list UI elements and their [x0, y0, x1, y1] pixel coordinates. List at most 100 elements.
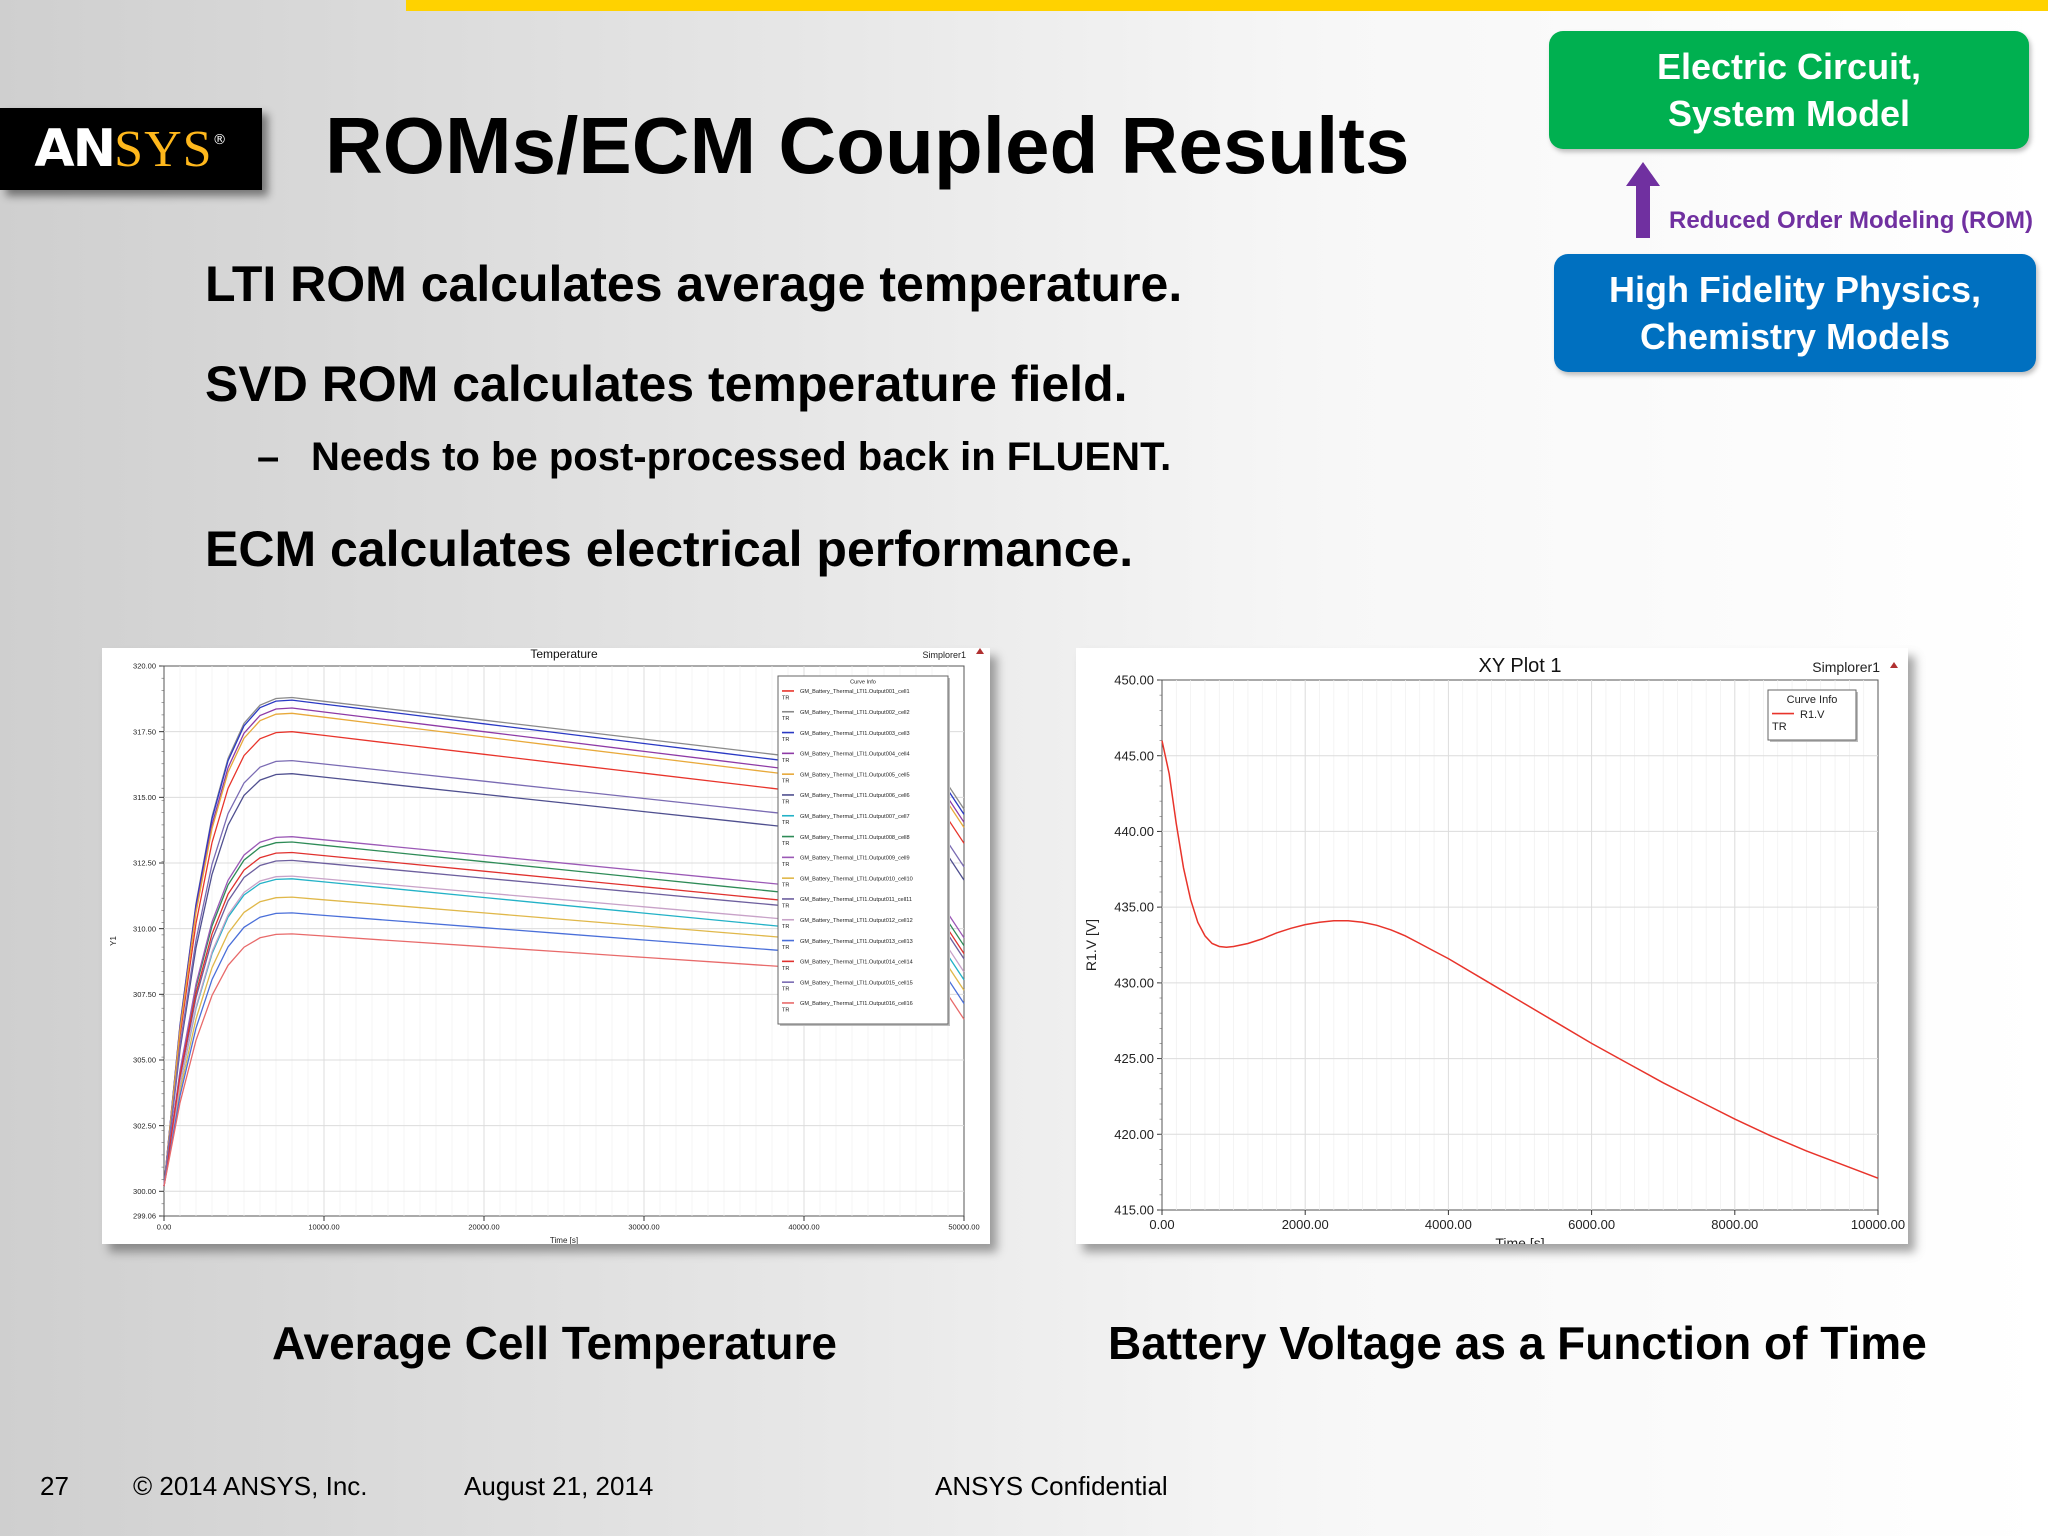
x-tick-label: 30000.00: [628, 1223, 659, 1232]
legend-entry-tr: TR: [782, 987, 789, 993]
series-line: [1161, 740, 1879, 1179]
legend-entry-tr: TR: [782, 695, 789, 701]
legend-entry: GM_Battery_Thermal_LTI1.Output014_cell14: [800, 960, 913, 966]
caption-average-cell-temperature: Average Cell Temperature: [272, 1317, 838, 1369]
legend-entry: GM_Battery_Thermal_LTI1.Output007_cell7: [800, 814, 910, 820]
legend-entry: GM_Battery_Thermal_LTI1.Output008_cell8: [800, 835, 910, 841]
legend-entry: GM_Battery_Thermal_LTI1.Output002_cell2: [800, 710, 910, 716]
legend-entry-tr: TR: [1772, 721, 1787, 733]
high-fidelity-line1: High Fidelity Physics,: [1608, 269, 1982, 310]
footer-page-number: 27: [40, 1471, 69, 1501]
up-arrow-icon: [1626, 162, 1660, 238]
legend-entry: GM_Battery_Thermal_LTI1.Output009_cell9: [800, 856, 910, 862]
footer-date: August 21, 2014: [464, 1471, 654, 1501]
legend-entry-tr: TR: [782, 924, 789, 930]
x-tick-label: 50000.00: [948, 1223, 979, 1232]
legend-box: [1767, 689, 1857, 741]
y-tick-label: 312.50: [133, 859, 156, 868]
y-tick-label: 445.00: [1114, 748, 1154, 763]
y-tick-label: 317.50: [133, 727, 156, 736]
chart-corner-label: Simplorer1: [1812, 659, 1880, 675]
voltage-plot: 0.00 2000.00 4000.00 6000.00 8000.00 10000.00…: [1076, 648, 1908, 1244]
high-fidelity-line2: Chemistry Models: [1639, 316, 1951, 357]
temperature-plot: 0.00 10000.00 20000.00 30000.00 40000.00 5000…: [102, 648, 990, 1244]
rom-arrow-label: Reduced Order Modeling (ROM): [1669, 207, 2034, 234]
legend-entry-tr: TR: [782, 841, 789, 847]
legend-box: [777, 675, 949, 1025]
y-axis-label: Y1: [109, 936, 118, 946]
footer-copyright: © 2014 ANSYS, Inc.: [133, 1471, 368, 1501]
sub-bullet-dash: –: [257, 435, 280, 479]
y-tick-label: 307.50: [133, 990, 156, 999]
y-tick-label: 430.00: [1114, 975, 1154, 990]
corner-triangle-icon: [1890, 662, 1898, 668]
legend-entry: GM_Battery_Thermal_LTI1.Output004_cell4: [800, 752, 910, 758]
y-axis-label: R1.V [V]: [1083, 919, 1099, 971]
legend-title: Curve Info: [1787, 694, 1838, 706]
caption-battery-voltage: Battery Voltage as a Function of Time: [1108, 1317, 1927, 1369]
sub-bullet-text: Needs to be post-processed back in FLUEN…: [311, 435, 1172, 479]
x-tick-label: 2000.00: [1282, 1217, 1329, 1232]
legend-title: Curve Info: [850, 680, 876, 686]
x-tick-label: 0.00: [157, 1223, 172, 1232]
y-tick-label: 415.00: [1114, 1203, 1154, 1218]
legend-entry: GM_Battery_Thermal_LTI1.Output013_cell13: [800, 939, 913, 945]
bullet-lti-rom: LTI ROM calculates average temperature.: [205, 256, 1183, 312]
legend-entry: R1.V: [1800, 709, 1825, 721]
legend-entry-tr: TR: [782, 799, 789, 805]
bullet-svd-rom: SVD ROM calculates temperature field.: [205, 356, 1128, 412]
legend-entry: GM_Battery_Thermal_LTI1.Output005_cell5: [800, 772, 910, 778]
y-tick-label: 440.00: [1114, 824, 1154, 839]
legend-entry: GM_Battery_Thermal_LTI1.Output011_cell11: [800, 897, 912, 903]
y-tick-label: 302.50: [133, 1121, 156, 1130]
y-tick-label: 320.00: [133, 662, 156, 671]
system-model-line2: System Model: [1667, 93, 1911, 134]
legend-entry: GM_Battery_Thermal_LTI1.Output001_cell1: [800, 689, 910, 695]
sub-bullet-post-process: – Needs to be post-processed back in FLUE…: [257, 435, 1171, 480]
x-tick-label: 0.00: [1149, 1217, 1174, 1232]
chart-title: XY Plot 1: [1478, 655, 1561, 677]
chart-corner-label: Simplorer1: [922, 650, 966, 660]
bullet-ecm: ECM calculates electrical performance.: [205, 521, 1134, 577]
chart-title: Temperature: [530, 648, 598, 661]
x-axis-label: Time [s]: [1495, 1235, 1544, 1244]
y-tick-label: 300.00: [133, 1187, 156, 1196]
top-accent-bar: [406, 0, 2048, 11]
legend-entry-tr: TR: [782, 779, 789, 785]
x-tick-label: 40000.00: [788, 1223, 819, 1232]
legend-entry: GM_Battery_Thermal_LTI1.Output006_cell6: [800, 793, 910, 799]
legend-entry: GM_Battery_Thermal_LTI1.Output012_cell12: [800, 918, 913, 924]
logo-registered-mark: ®: [212, 132, 228, 148]
x-tick-label: 20000.00: [468, 1223, 499, 1232]
y-tick-label: 435.00: [1114, 900, 1154, 915]
y-tick-label: 310.00: [133, 924, 156, 933]
corner-triangle-icon: [976, 648, 984, 654]
slide-title: ROMs/ECM Coupled Results: [325, 101, 1410, 190]
ansys-logo: AN SYS ®: [0, 108, 262, 190]
y-tick-label: 299.06: [133, 1212, 156, 1221]
footer-confidential: ANSYS Confidential: [935, 1471, 1168, 1501]
y-tick-label: 425.00: [1114, 1051, 1154, 1066]
legend-entry-tr: TR: [782, 716, 789, 722]
legend-entry: GM_Battery_Thermal_LTI1.Output010_cell10: [800, 876, 913, 882]
x-tick-label: 10000.00: [1851, 1217, 1905, 1232]
legend-entry-tr: TR: [782, 1007, 789, 1013]
legend-entry-tr: TR: [782, 737, 789, 743]
legend-entry: GM_Battery_Thermal_LTI1.Output003_cell3: [800, 731, 910, 737]
temperature-chart-svg: 0.00 10000.00 20000.00 30000.00 40000.00 5000…: [109, 648, 984, 1244]
high-fidelity-box: High Fidelity Physics, Chemistry Models: [1554, 254, 2036, 372]
legend-entry-tr: TR: [782, 966, 789, 972]
legend-entry-tr: TR: [782, 862, 789, 868]
legend-entry: GM_Battery_Thermal_LTI1.Output016_cell16: [800, 1001, 913, 1007]
system-model-line1: Electric Circuit,: [1656, 46, 1922, 87]
system-model-box: Electric Circuit, System Model: [1549, 31, 2029, 149]
x-axis-label: Time [s]: [550, 1236, 578, 1244]
y-tick-label: 450.00: [1114, 673, 1154, 688]
logo-text-sys: SYS: [114, 120, 213, 178]
legend-entry: GM_Battery_Thermal_LTI1.Output015_cell15: [800, 980, 913, 986]
y-tick-label: 305.00: [133, 1056, 156, 1065]
x-tick-label: 6000.00: [1568, 1217, 1615, 1232]
legend-entry-tr: TR: [782, 820, 789, 826]
voltage-chart-svg: 0.00 2000.00 4000.00 6000.00 8000.00 10000.00…: [1083, 655, 1905, 1244]
y-tick-label: 315.00: [133, 793, 156, 802]
